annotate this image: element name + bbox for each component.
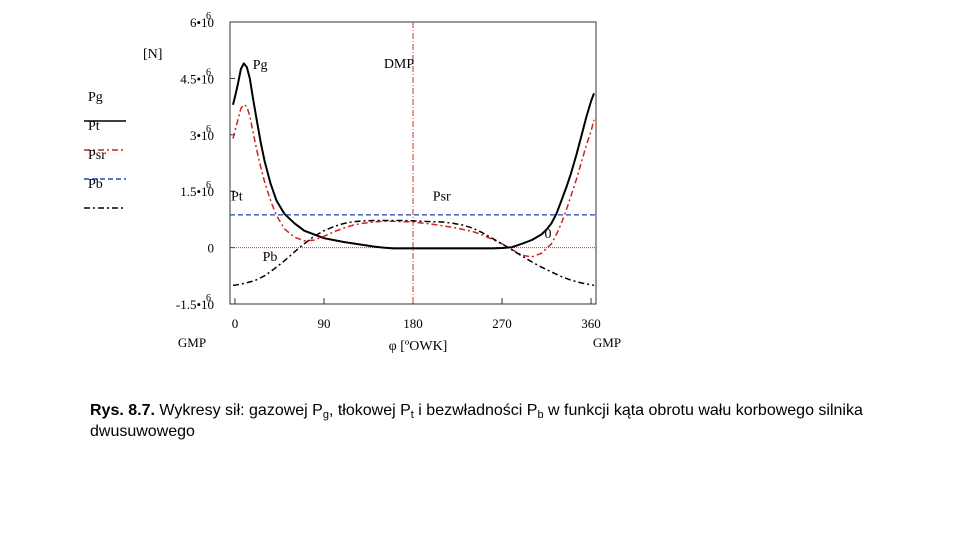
figure-caption: Rys. 8.7. Wykresy sił: gazowej Pg, tłoko…	[90, 400, 870, 442]
y-tick-label: 3•10	[190, 128, 214, 143]
y-tick-label: -1.5•10	[176, 297, 214, 312]
x-end-label-right: GMP	[593, 335, 621, 350]
y-tick-label: 6•10	[190, 15, 214, 30]
x-tick-label: 90	[317, 316, 330, 331]
caption-text-2: , tłokowej P	[328, 402, 411, 419]
series-pt	[232, 103, 595, 258]
legend-label-pg: Pg	[88, 90, 103, 105]
x-tick-label: 180	[403, 316, 423, 331]
x-tick-label: 0	[232, 316, 239, 331]
y-tick-label: 0	[208, 241, 215, 256]
legend-label-psr: Psr	[88, 148, 106, 163]
caption-sub-g: g	[322, 409, 329, 421]
caption-lead: Rys. 8.7.	[90, 402, 155, 419]
y-tick-label: 1.5•10	[180, 184, 214, 199]
annotation-pg: Pg	[253, 58, 268, 73]
y-tick-exponent: 6	[206, 11, 211, 22]
series-pb	[233, 219, 595, 286]
y-tick-exponent: 6	[206, 180, 211, 191]
annotation-0: 0	[545, 227, 552, 242]
legend-label-pb: Pb	[88, 177, 103, 192]
annotation-pb: Pb	[263, 250, 278, 265]
caption-sub-t: t	[410, 409, 414, 421]
y-tick-exponent: 6	[206, 293, 211, 304]
y-tick-label: 4.5•10	[180, 71, 214, 86]
x-tick-label: 270	[492, 316, 512, 331]
annotation-psr: Psr	[433, 190, 451, 205]
x-axis-label: φ [ºOWK]	[389, 339, 448, 354]
caption-text-1: Wykresy sił: gazowej P	[154, 402, 323, 419]
caption-text-3: i bezwładności P	[413, 402, 538, 419]
x-tick-label: 360	[581, 316, 601, 331]
series-pg	[232, 62, 595, 250]
caption-sub-b: b	[537, 409, 544, 421]
annotation-pt: Pt	[231, 190, 243, 205]
y-tick-exponent: 6	[206, 67, 211, 78]
x-end-label-left: GMP	[178, 335, 206, 350]
caption-text-4: w funkcji kąta obrotu wału korbowego sil…	[90, 402, 863, 440]
y-tick-exponent: 6	[206, 124, 211, 135]
y-axis-label: [N]	[143, 47, 162, 62]
dmp-label: DMP	[384, 57, 415, 72]
legend-label-pt: Pt	[88, 119, 100, 134]
